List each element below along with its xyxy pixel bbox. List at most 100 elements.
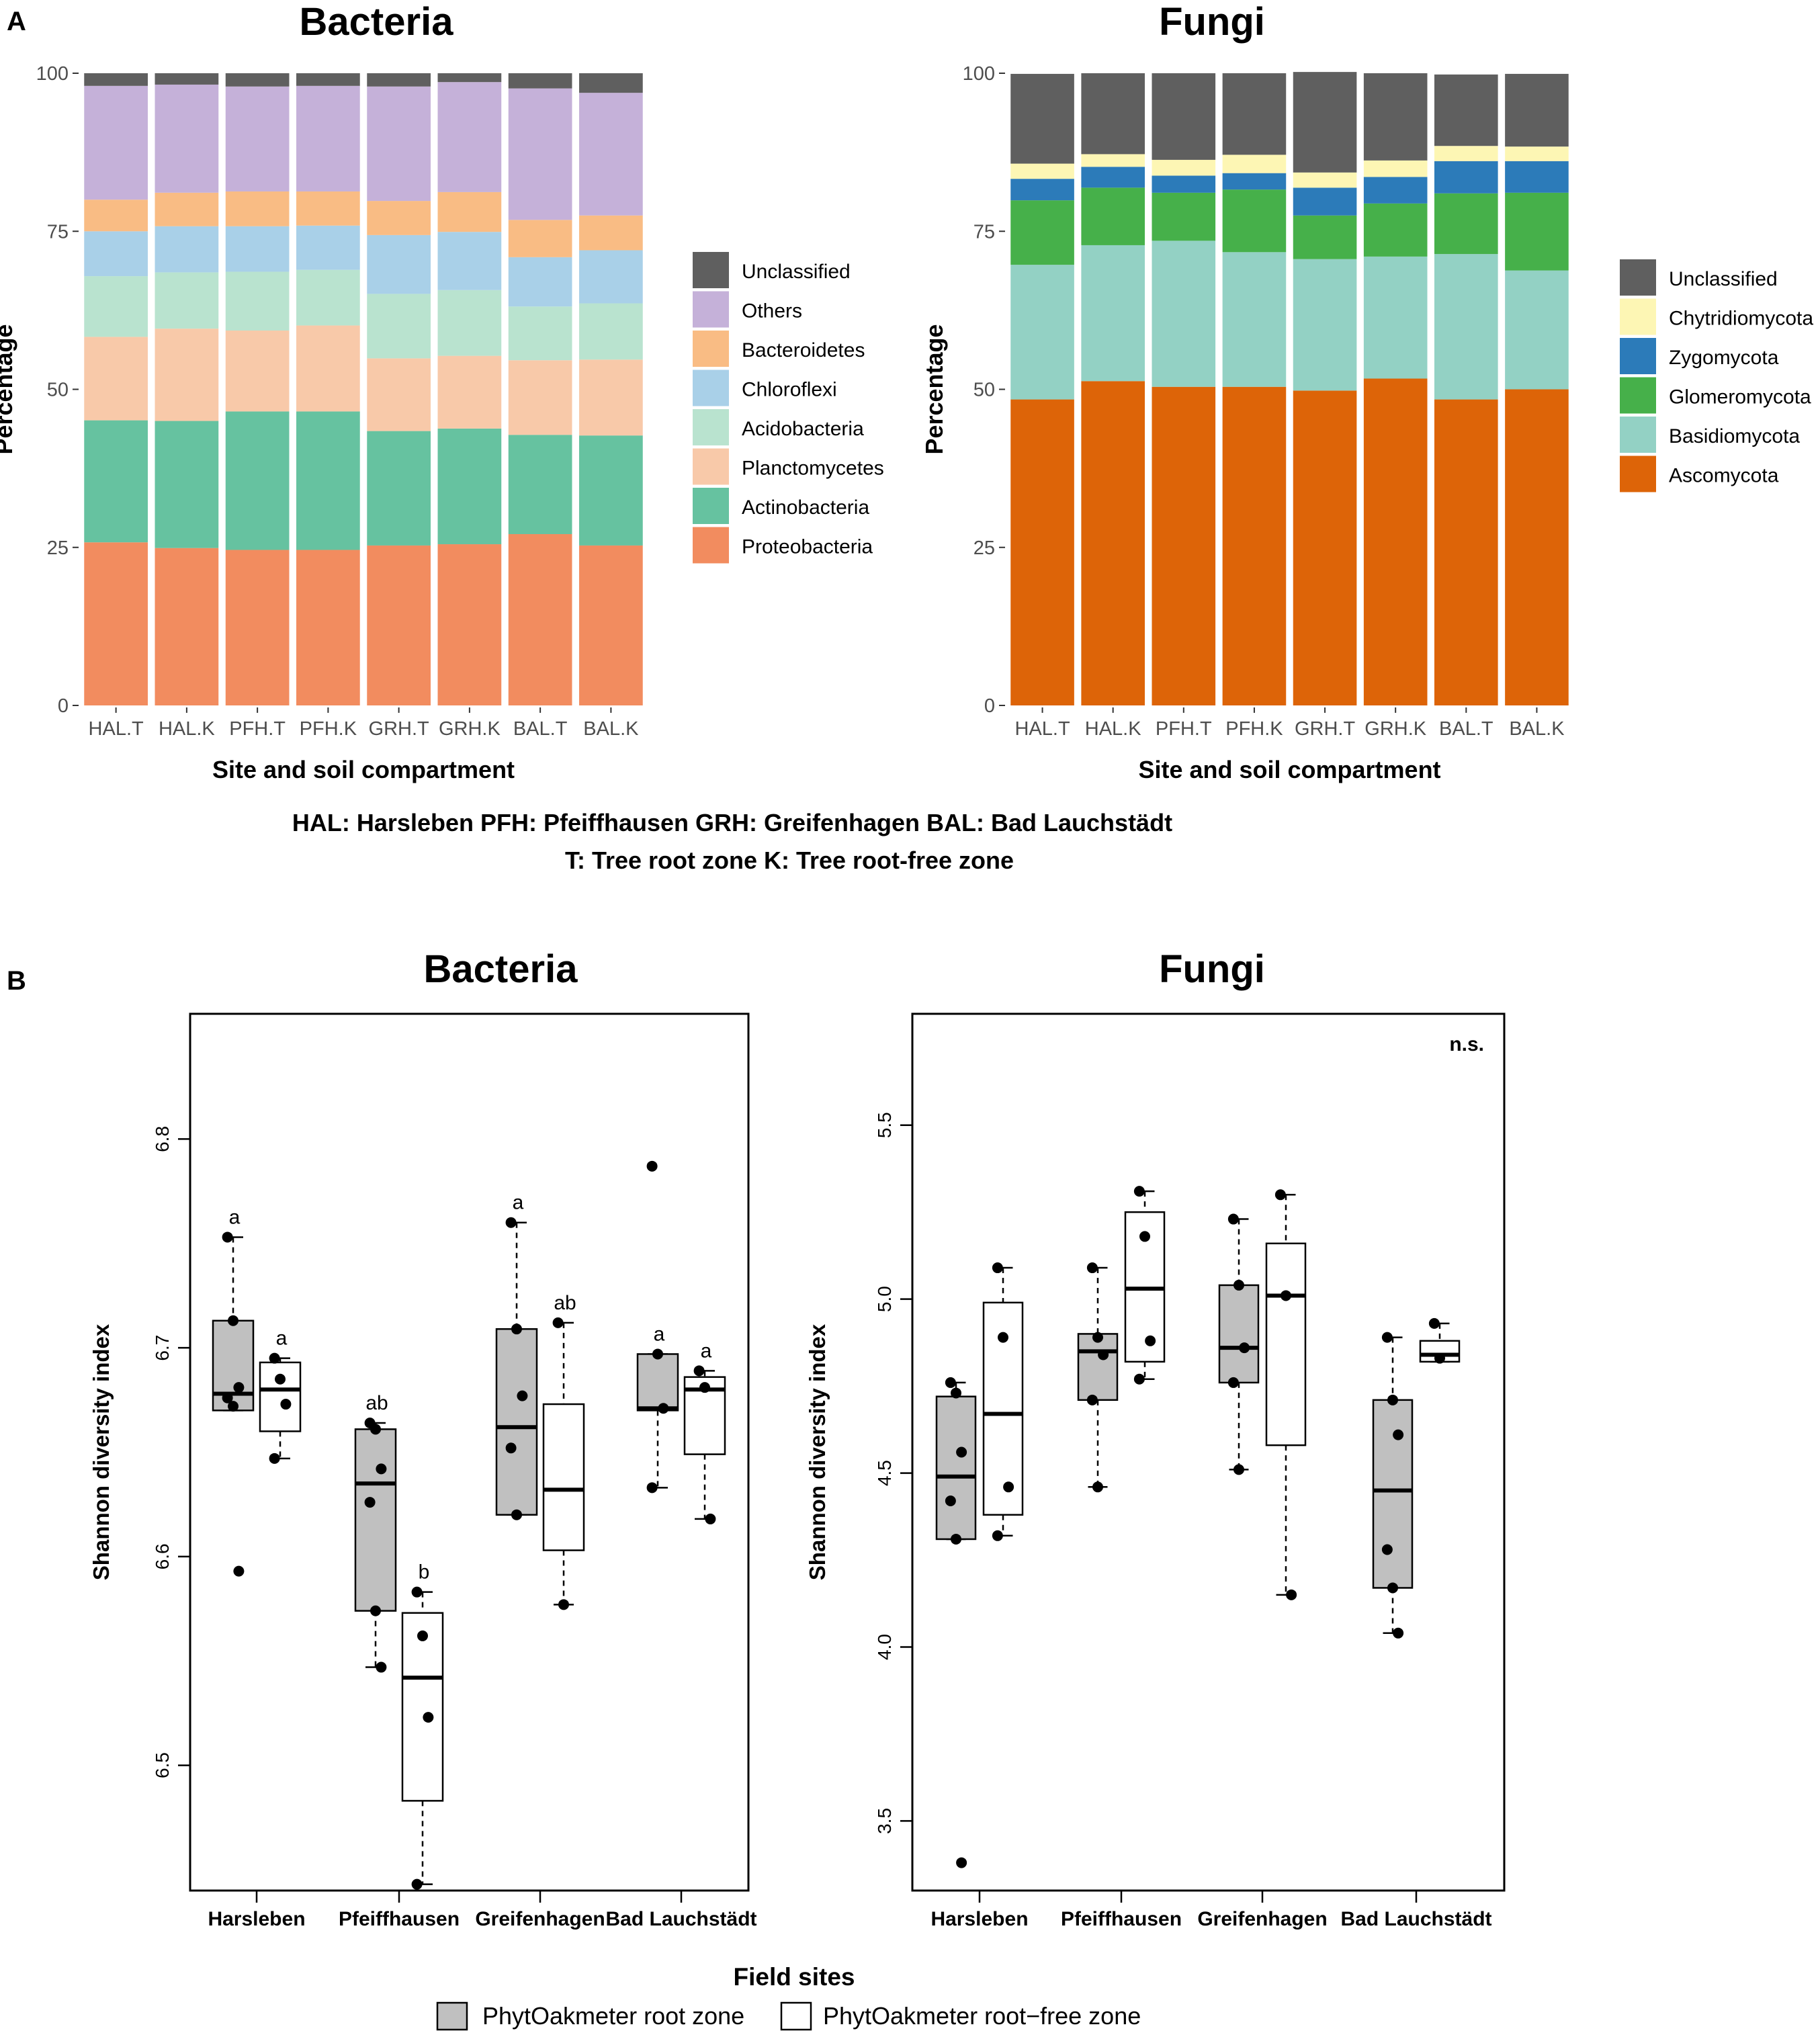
x-tick-label: HAL.K bbox=[1085, 718, 1141, 740]
data-point-pfeiffhausen-root bbox=[370, 1424, 381, 1435]
bar-segment-proteobacteria bbox=[296, 550, 360, 705]
y-tick-label: 0 bbox=[984, 695, 995, 717]
x-tick-label: HAL.K bbox=[159, 718, 215, 740]
data-point-bad-lauchst-dt-root bbox=[646, 1482, 658, 1493]
bar-segment-glomeromycota bbox=[1222, 189, 1287, 253]
legend-label-planctomycetes: Planctomycetes bbox=[742, 458, 884, 480]
bar-segment-glomeromycota bbox=[1434, 193, 1498, 255]
plot-frame bbox=[911, 1012, 1506, 1892]
x-tick-label: HAL.T bbox=[1014, 718, 1070, 740]
bar-segment-chloroflexi bbox=[296, 225, 360, 270]
data-point-greifenhagen-root bbox=[1233, 1464, 1244, 1475]
data-point-bad-lauchst-dt-root bbox=[652, 1348, 663, 1360]
x-tick-label: GRH.K bbox=[1364, 718, 1427, 740]
bar-segment-unclassified bbox=[508, 73, 572, 89]
legend-swatch-ascomycota bbox=[1620, 456, 1656, 492]
bar-segment-unclassified bbox=[437, 73, 502, 83]
bar-segment-bacteroidetes bbox=[437, 191, 502, 232]
bar-segment-planctomycetes bbox=[155, 329, 219, 421]
group-letter-bad-lauchst-dt-root: a bbox=[654, 1323, 665, 1345]
x-tick-label: Bad Lauchstädt bbox=[605, 1908, 756, 1930]
y-tick-label: 0 bbox=[58, 695, 69, 717]
bar-segment-planctomycetes bbox=[225, 330, 290, 412]
data-point-harsleben-root-free bbox=[269, 1453, 280, 1464]
bacteria-stacked-chart: Bacteria 0 25 50 75 100 HAL.T HAL.K PFH.T PFH.K GR… bbox=[0, 0, 884, 783]
bar-segment-proteobacteria bbox=[437, 544, 502, 705]
legend-label-unclassified: Unclassified bbox=[742, 261, 851, 283]
bar-segment-proteobacteria bbox=[579, 545, 643, 705]
data-point-bad-lauchst-dt-root bbox=[1381, 1332, 1393, 1343]
x-tick-label: BAL.T bbox=[1439, 718, 1493, 740]
data-point-bad-lauchst-dt-root bbox=[646, 1160, 658, 1172]
bar-segment-planctomycetes bbox=[367, 358, 431, 431]
legend-label-unclassified: Unclassified bbox=[1669, 268, 1778, 290]
plot-frame bbox=[189, 1012, 750, 1892]
data-point-greifenhagen-root-free bbox=[1286, 1589, 1297, 1600]
legend-swatch-planctomycetes bbox=[693, 448, 729, 485]
data-point-pfeiffhausen-root-free bbox=[1145, 1335, 1156, 1346]
y-tick-label: 25 bbox=[973, 537, 995, 559]
data-point-harsleben-root-free bbox=[992, 1262, 1003, 1274]
data-point-harsleben-root bbox=[951, 1533, 961, 1545]
data-point-harsleben-root-free bbox=[275, 1373, 286, 1385]
bar-segment-actinobacteria bbox=[508, 435, 572, 534]
bar-segment-bacteroidetes bbox=[84, 200, 148, 232]
bar-segment-planctomycetes bbox=[296, 325, 360, 412]
data-point-harsleben-root bbox=[228, 1315, 239, 1326]
significance-label: n.s. bbox=[1449, 1033, 1484, 1055]
y-tick-label: 6.6 bbox=[152, 1543, 173, 1569]
bar-segment-others bbox=[367, 86, 431, 202]
y-axis-label: Shannon diversity index bbox=[89, 1324, 114, 1580]
y-tick-label: 100 bbox=[963, 63, 995, 85]
y-tick-label: 4.0 bbox=[874, 1634, 895, 1660]
chart-title: Fungi bbox=[1159, 947, 1265, 991]
bar-segment-zygomycota bbox=[1222, 173, 1287, 190]
bar-segment-actinobacteria bbox=[225, 411, 290, 550]
bar-segment-chloroflexi bbox=[437, 232, 502, 290]
bar-segment-chloroflexi bbox=[225, 226, 290, 272]
bar-segment-actinobacteria bbox=[296, 411, 360, 550]
data-point-pfeiffhausen-root bbox=[1092, 1481, 1103, 1493]
bar-segment-proteobacteria bbox=[367, 545, 431, 705]
box-pfeiffhausen-root bbox=[1077, 1333, 1119, 1401]
bar-segment-unclassified bbox=[84, 73, 148, 86]
bar-segment-actinobacteria bbox=[437, 428, 502, 545]
bar-segment-ascomycota bbox=[1081, 381, 1145, 705]
data-point-bad-lauchst-dt-root-free bbox=[1434, 1352, 1445, 1364]
group-letter-greifenhagen-root: a bbox=[513, 1192, 524, 1214]
bar-segment-acidobacteria bbox=[225, 271, 290, 331]
bar-segment-others bbox=[225, 86, 290, 191]
legend-label-others: Others bbox=[742, 300, 802, 322]
bar-segment-ascomycota bbox=[1010, 399, 1074, 705]
legend-label-glomeromycota: Glomeromycota bbox=[1669, 386, 1811, 408]
data-point-bad-lauchst-dt-root-free bbox=[699, 1382, 710, 1393]
y-axis-label: Shannon diversity index bbox=[805, 1324, 830, 1580]
data-point-harsleben-root-free bbox=[280, 1399, 292, 1410]
bar-segment-unclassified bbox=[1081, 73, 1145, 155]
data-point-harsleben-root-free bbox=[992, 1530, 1003, 1541]
x-tick-label: PFH.T bbox=[229, 718, 286, 740]
data-point-harsleben-root-free bbox=[998, 1332, 1008, 1343]
y-tick-label: 100 bbox=[36, 63, 69, 85]
legend-swatch-unclassified bbox=[1620, 259, 1656, 296]
box-pfeiffhausen-root-free bbox=[401, 1612, 444, 1802]
bar-segment-zygomycota bbox=[1293, 187, 1357, 216]
bar-segment-bacteroidetes bbox=[225, 191, 290, 226]
data-point-greifenhagen-root bbox=[1239, 1342, 1250, 1354]
bar-segment-glomeromycota bbox=[1152, 192, 1216, 241]
legend-swatch-bacteroidetes bbox=[693, 331, 729, 367]
legend-swatch-others bbox=[693, 291, 729, 328]
legend-label-actinobacteria: Actinobacteria bbox=[742, 496, 869, 519]
data-point-greifenhagen-root bbox=[517, 1390, 528, 1401]
bar-segment-others bbox=[508, 88, 572, 220]
bar-segment-basidiomycota bbox=[1434, 254, 1498, 400]
data-point-harsleben-root bbox=[228, 1401, 239, 1412]
bar-segment-unclassified bbox=[367, 73, 431, 87]
legend-swatch-unclassified bbox=[693, 252, 729, 288]
y-tick-label: 5.0 bbox=[874, 1286, 895, 1312]
bar-segment-unclassified bbox=[1363, 73, 1428, 161]
y-tick-label: 50 bbox=[47, 380, 69, 401]
data-point-pfeiffhausen-root-free bbox=[1133, 1186, 1145, 1197]
compartment-abbreviation-caption: T: Tree root zone K: Tree root-free zone bbox=[565, 847, 1014, 874]
bar-segment-unclassified bbox=[1505, 73, 1569, 147]
